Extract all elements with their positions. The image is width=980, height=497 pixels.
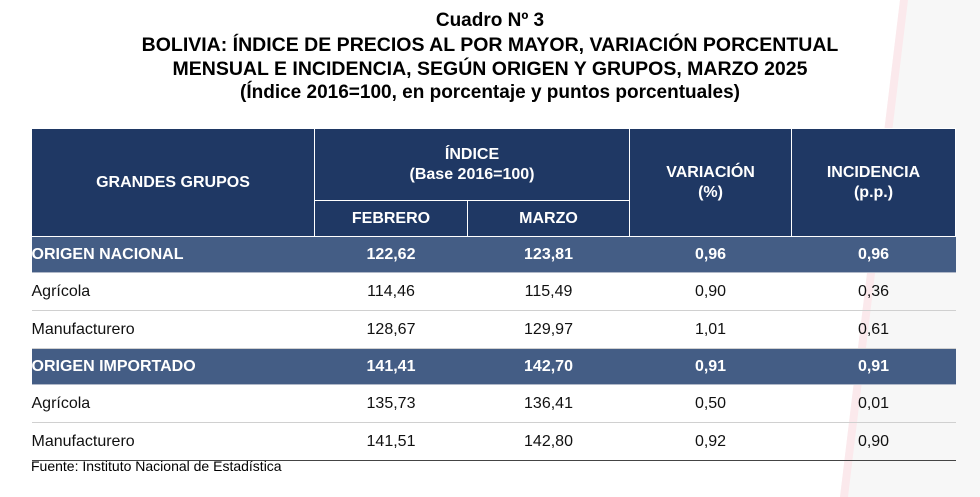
- header-variacion-unit: (%): [698, 183, 723, 201]
- cell-variacion: 0,50: [629, 384, 792, 423]
- table-row-origen-importado: ORIGEN IMPORTADO 141,41 142,70 0,91 0,91: [31, 348, 956, 385]
- row-label: ORIGEN IMPORTADO: [31, 348, 315, 385]
- cell-marzo: 136,41: [467, 384, 630, 423]
- cell-febrero: 128,67: [314, 310, 468, 349]
- cell-marzo: 142,80: [467, 422, 630, 461]
- header-row-2: FEBRERO MARZO: [32, 200, 956, 237]
- cell-incidencia: 0,90: [791, 422, 956, 461]
- header-variacion: VARIACIÓN (%): [629, 128, 793, 237]
- cell-incidencia: 0,36: [791, 272, 956, 311]
- table-title-line-1: BOLIVIA: ÍNDICE DE PRECIOS AL POR MAYOR,…: [141, 34, 839, 56]
- cell-marzo: 123,81: [467, 236, 630, 273]
- cell-marzo: 142,70: [467, 348, 630, 385]
- header-indice-base: (Base 2016=100): [409, 165, 535, 183]
- cell-incidencia: 0,61: [791, 310, 956, 349]
- header-incidencia-unit: (p.p.): [853, 183, 894, 201]
- cell-marzo: 129,97: [467, 310, 630, 349]
- table-row-nacional-agricola: Agrícola 114,46 115,49 0,90 0,36: [31, 272, 956, 311]
- row-label: ORIGEN NACIONAL: [31, 236, 315, 273]
- table-row-origen-nacional: ORIGEN NACIONAL 122,62 123,81 0,96 0,96: [31, 236, 956, 273]
- header-indice: ÍNDICE (Base 2016=100): [313, 128, 631, 201]
- table-row-importado-manufacturero: Manufacturero 141,51 142,80 0,92 0,90: [31, 422, 956, 461]
- header-row-1: GRANDES GRUPOS ÍNDICE (Base 2016=100) VA…: [31, 128, 957, 237]
- table-row-nacional-manufacturero: Manufacturero 128,67 129,97 1,01 0,61: [31, 310, 956, 349]
- row-label: Agrícola: [31, 384, 315, 423]
- header-marzo: MARZO: [466, 200, 631, 237]
- source-note: Fuente: Instituto Nacional de Estadístic…: [31, 458, 282, 474]
- price-index-table: GRANDES GRUPOS ÍNDICE (Base 2016=100) VA…: [31, 128, 957, 461]
- cell-febrero: 141,41: [314, 348, 468, 385]
- cell-variacion: 0,90: [629, 272, 792, 311]
- header-febrero: FEBRERO: [314, 200, 468, 237]
- cell-febrero: 141,51: [314, 422, 468, 461]
- cell-marzo: 115,49: [467, 272, 630, 311]
- cell-incidencia: 0,91: [791, 348, 956, 385]
- cell-incidencia: 0,96: [791, 236, 956, 273]
- cell-variacion: 0,92: [629, 422, 792, 461]
- header-variacion-title: VARIACIÓN: [666, 163, 755, 181]
- title-block: Cuadro Nº 3 BOLIVIA: ÍNDICE DE PRECIOS A…: [0, 9, 980, 105]
- table-title-line-2: MENSUAL E INCIDENCIA, SEGÚN ORIGEN Y GRU…: [172, 58, 808, 80]
- header-indice-title: ÍNDICE: [444, 145, 500, 163]
- cell-variacion: 0,96: [629, 236, 792, 273]
- row-label: Manufacturero: [31, 422, 315, 461]
- header-grandes-grupos: GRANDES GRUPOS: [31, 128, 315, 237]
- header-incidencia: INCIDENCIA (p.p.): [791, 128, 957, 237]
- table-subtitle: (Índice 2016=100, en porcentaje y puntos…: [240, 82, 740, 103]
- cell-febrero: 135,73: [314, 384, 468, 423]
- header-incidencia-title: INCIDENCIA: [826, 163, 921, 181]
- table-number: Cuadro Nº 3: [435, 10, 545, 31]
- row-label: Manufacturero: [31, 310, 315, 349]
- row-label: Agrícola: [31, 272, 315, 311]
- cell-febrero: 114,46: [314, 272, 468, 311]
- table-row-importado-agricola: Agrícola 135,73 136,41 0,50 0,01: [31, 384, 956, 423]
- cell-variacion: 0,91: [629, 348, 792, 385]
- cell-incidencia: 0,01: [791, 384, 956, 423]
- cell-variacion: 1,01: [629, 310, 792, 349]
- cell-febrero: 122,62: [314, 236, 468, 273]
